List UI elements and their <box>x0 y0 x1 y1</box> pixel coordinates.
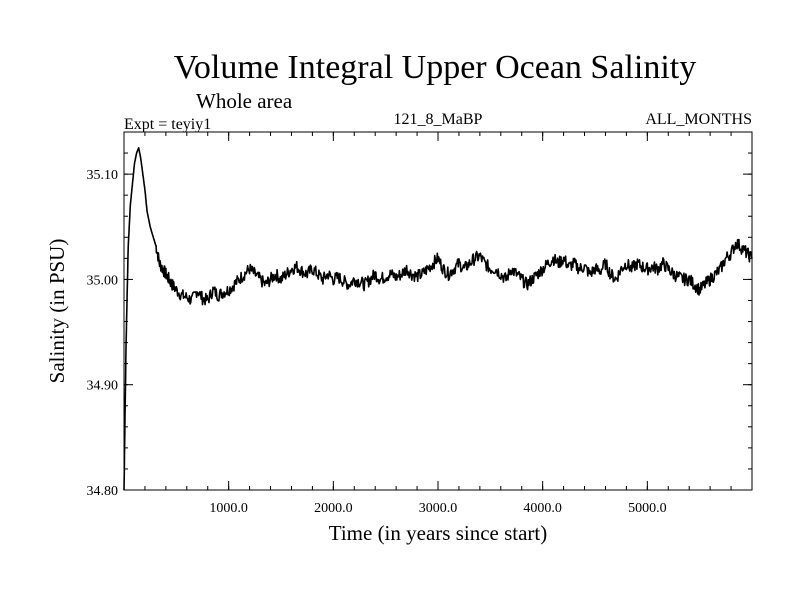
y-tick-label: 34.80 <box>87 484 119 499</box>
y-axis-label: Salinity (in PSU) <box>45 239 69 384</box>
annotation-experiment: Expt = teyiy1 <box>124 116 211 133</box>
x-axis: 1000.0 2000.0 3000.0 4000.0 5000.0 <box>144 132 732 516</box>
y-tick-label: 34.90 <box>87 379 119 394</box>
x-tick-label: 3000.0 <box>419 501 458 516</box>
y-axis: 34.80 34.90 35.00 35.10 <box>87 131 752 499</box>
x-tick-label: 1000.0 <box>209 501 248 516</box>
x-tick-label: 5000.0 <box>628 501 667 516</box>
plot-frame <box>123 131 753 491</box>
x-axis-label: Time (in years since start) <box>329 521 548 545</box>
y-tick-label: 35.10 <box>87 168 119 183</box>
chart-subtitle: Whole area <box>196 89 293 113</box>
annotation-run-id: 121_8_MaBP <box>394 111 483 128</box>
x-tick-label: 4000.0 <box>523 501 562 516</box>
series-line-teyiy1 <box>123 147 753 491</box>
annotation-months: ALL_MONTHS <box>645 111 752 128</box>
y-tick-label: 35.00 <box>87 273 119 288</box>
x-tick-label: 2000.0 <box>314 501 353 516</box>
chart-title: Volume Integral Upper Ocean Salinity <box>174 49 696 86</box>
